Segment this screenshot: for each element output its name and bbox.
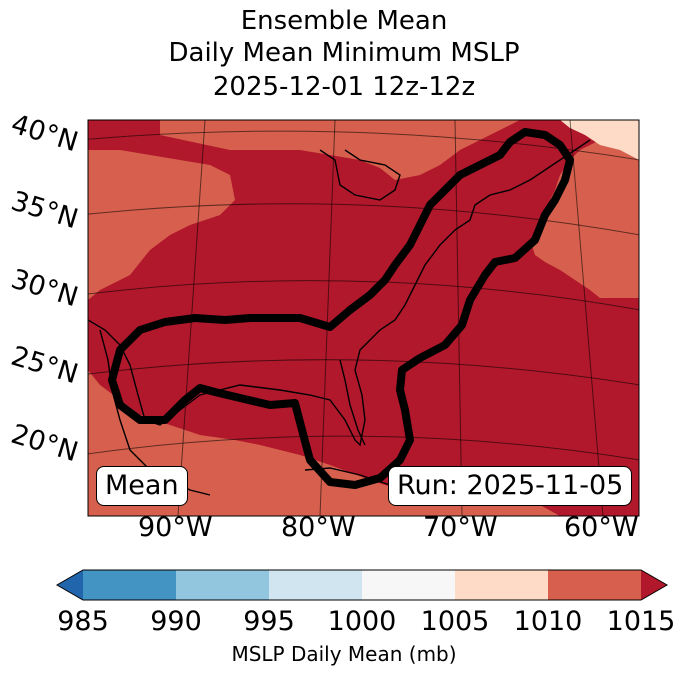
grid-lon-60 (569, 120, 604, 516)
title-line-3: 2025-12-01 12z-12z (212, 72, 476, 102)
coastline-greatlakes (319, 149, 401, 201)
title-line-2: Daily Mean Minimum MSLP (168, 38, 520, 68)
colorbar-segment (548, 570, 642, 600)
lon-label-90: 90°W (138, 512, 213, 543)
colorbar-label: MSLP Daily Mean (mb) (231, 642, 457, 666)
colorbar-tick-1010: 1010 (513, 606, 583, 637)
colorbar-segment (269, 570, 363, 600)
lon-label-70: 70°W (423, 512, 498, 543)
grid-lat-20 (88, 435, 639, 461)
pressure-field-medium-left (88, 150, 235, 300)
colorbar-segment (455, 570, 549, 600)
colorbar-tick-1000: 1000 (327, 606, 397, 637)
colorbar-tick-985: 985 (57, 606, 109, 637)
colorbar-tick-990: 990 (150, 606, 202, 637)
colorbar-segment (176, 570, 270, 600)
colorbar-extend-high (641, 570, 667, 600)
colorbar-extend-low (57, 570, 83, 600)
colorbar-tick-1005: 1005 (420, 606, 490, 637)
coastline-florida (339, 359, 366, 446)
grid-lat-25 (88, 359, 639, 386)
lon-label-80: 80°W (281, 512, 356, 543)
colorbar-segment (83, 570, 177, 600)
colorbar-tick-995: 995 (243, 606, 295, 637)
pressure-field-light (560, 120, 639, 160)
run-box: Run: 2025-11-05 (388, 466, 633, 506)
colorbar-segment (362, 570, 456, 600)
grid-lat-35 (88, 203, 639, 236)
grid-lon-70 (454, 120, 463, 516)
grid-lon-80 (319, 120, 336, 516)
mslp-contour (108, 128, 574, 489)
lon-label-60: 60°W (564, 512, 639, 543)
title-line-1: Ensemble Mean (240, 6, 448, 36)
grid-lat-30 (88, 280, 639, 311)
colorbar-outline (55, 569, 669, 601)
pressure-field-dark (88, 120, 639, 516)
mean-box: Mean (96, 466, 188, 506)
colorbar-tick-1015: 1015 (606, 606, 676, 637)
map-frame (87, 119, 640, 517)
